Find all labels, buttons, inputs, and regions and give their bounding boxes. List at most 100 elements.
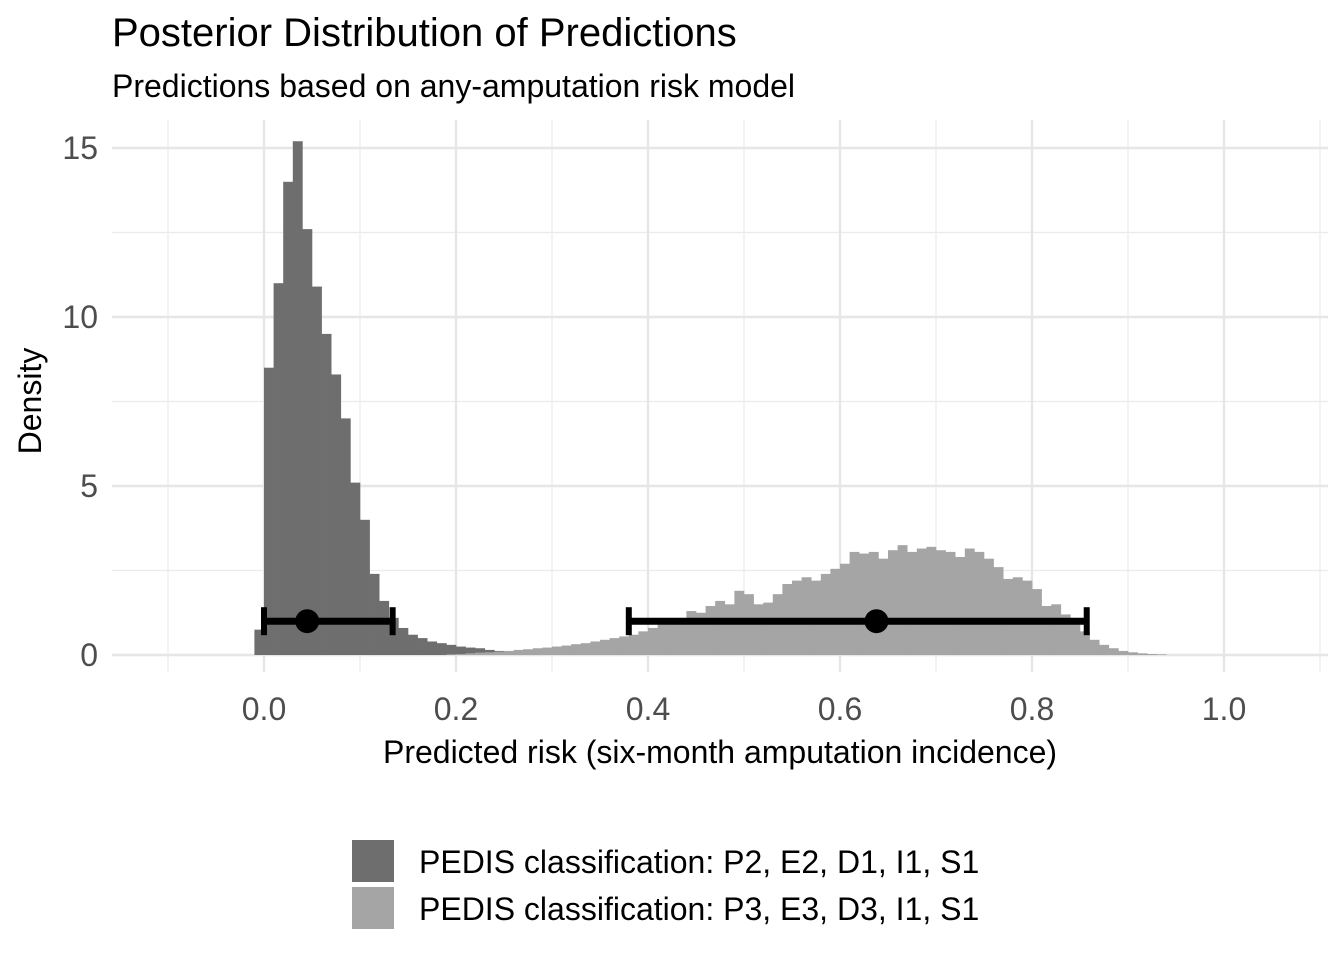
histogram-bar-series-2 [984, 558, 994, 655]
y-axis-title: Density [12, 348, 48, 455]
histogram-bar-series-1 [379, 600, 390, 655]
histogram-bar-series-1 [408, 634, 418, 655]
histogram-bar-series-2 [993, 567, 1004, 655]
histogram-bar-series-2 [552, 646, 562, 655]
histogram-bar-series-2 [1060, 614, 1071, 655]
histogram-bar-series-2 [638, 631, 649, 655]
histogram-bar-series-2 [715, 600, 726, 655]
histogram-bar-series-2 [571, 644, 582, 655]
histogram-bar-series-1 [331, 374, 342, 655]
histogram-bar-series-2 [1089, 639, 1100, 655]
histogram-bar-series-2 [1156, 654, 1167, 655]
histogram-bar-series-2 [619, 636, 630, 655]
histogram-bar-series-2 [849, 551, 860, 655]
histogram-bar-series-2 [686, 611, 697, 655]
histogram-bar-series-2 [628, 634, 639, 655]
y-tick-label: 0 [80, 637, 98, 673]
histogram-bar-series-2 [753, 604, 764, 655]
x-axis-ticks: 0.0 0.2 0.4 0.6 0.8 1.0 [242, 691, 1246, 727]
histogram-bar-series-2 [916, 548, 927, 655]
histogram-bar-series-2 [974, 551, 985, 655]
histogram-bar-series-2 [1099, 644, 1110, 655]
histogram-bar-series-1 [283, 181, 294, 656]
histogram-bar-series-1 [340, 418, 351, 655]
histogram-bar-series-2 [1080, 631, 1090, 655]
histogram-bar-series-1 [360, 519, 370, 655]
histogram-bar-series-2 [1070, 622, 1081, 655]
histogram-bar-series-1 [321, 333, 332, 655]
histogram-bar-series-2 [1118, 650, 1129, 655]
x-tick-label: 0.0 [242, 691, 286, 727]
histogram-bar-series-2 [1108, 648, 1119, 655]
histogram-bar-series-2 [907, 551, 918, 655]
legend-label-series-2: PEDIS classification: P3, E3, D3, I1, S1 [419, 891, 979, 927]
x-tick-label: 0.6 [818, 691, 862, 727]
histogram-bar-series-2 [936, 550, 946, 655]
histogram-bar-series-2 [926, 546, 937, 655]
histogram-bar-series-2 [1041, 605, 1052, 655]
y-tick-label: 15 [62, 130, 98, 166]
histogram-bar-series-2 [465, 653, 476, 655]
histogram-bar-series-2 [801, 577, 812, 655]
x-tick-label: 0.4 [626, 691, 670, 727]
histogram-bar-series-2 [888, 550, 898, 655]
histogram-bar-series-2 [580, 643, 591, 655]
histogram-bar-series-1 [446, 644, 457, 655]
histogram-bar-series-1 [264, 367, 274, 655]
histogram-bar-series-2 [964, 548, 975, 655]
histogram-bar-series-1 [427, 641, 438, 655]
histogram-bar-series-2 [504, 650, 514, 655]
histogram-bar-series-2 [475, 652, 486, 655]
x-tick-label: 0.2 [434, 691, 478, 727]
histogram-bar-series-2 [1128, 652, 1138, 655]
histogram-bars [254, 141, 1167, 656]
histogram-bar-series-2 [955, 556, 966, 655]
histogram-bar-series-2 [820, 573, 831, 655]
histogram-bar-series-1 [254, 629, 265, 655]
histogram-bar-series-2 [1003, 578, 1014, 655]
x-axis-title: Predicted risk (six-month amputation inc… [383, 734, 1057, 770]
histogram-bar-series-2 [1051, 604, 1062, 655]
histogram-bar-series-1 [350, 482, 361, 655]
histogram-bar-series-2 [763, 602, 774, 655]
histogram-bar-series-1 [456, 646, 466, 655]
legend-label-series-1: PEDIS classification: P2, E2, D1, I1, S1 [419, 844, 979, 880]
histogram-bar-series-2 [648, 627, 658, 655]
legend: PEDIS classification: P2, E2, D1, I1, S1… [352, 840, 979, 929]
histogram-bar-series-1 [302, 229, 313, 655]
histogram-bar-series-2 [667, 621, 678, 655]
x-tick-label: 1.0 [1202, 691, 1246, 727]
histogram-bar-series-2 [724, 604, 735, 655]
histogram-bar-series-2 [513, 649, 524, 655]
histogram-bar-series-2 [945, 551, 956, 655]
histogram-bar-series-2 [590, 641, 601, 655]
histogram-bar-series-1 [398, 627, 409, 655]
histogram-bar-series-2 [897, 545, 908, 655]
legend-swatch-series-2 [352, 887, 394, 929]
histogram-bar-series-2 [705, 605, 716, 655]
histogram-bar-series-1 [465, 647, 476, 655]
histogram-bar-series-2 [830, 568, 841, 655]
histogram-bar-series-2 [561, 645, 572, 655]
chart-subtitle: Predictions based on any-amputation risk… [112, 68, 795, 104]
histogram-bar-series-1 [417, 638, 428, 655]
chart-title: Posterior Distribution of Predictions [112, 11, 737, 55]
histogram-bar-series-2 [609, 638, 620, 655]
interval-markers [261, 607, 1090, 636]
y-tick-label: 10 [62, 299, 98, 335]
histogram-bar-series-1 [475, 648, 486, 655]
interval-point-2 [864, 609, 889, 634]
histogram-bar-series-2 [1137, 653, 1148, 655]
y-axis-ticks: 0 5 10 15 [62, 130, 98, 673]
interval-point-1 [295, 609, 320, 634]
histogram-bar-series-2 [676, 619, 687, 655]
histogram-bar-series-2 [484, 652, 495, 655]
histogram-bar-series-2 [494, 651, 505, 655]
histogram-bar-series-2 [859, 553, 870, 655]
histogram-bar-series-2 [696, 612, 706, 655]
x-tick-label: 0.8 [1010, 691, 1054, 727]
histogram-bar-series-2 [532, 648, 543, 655]
histogram-bar-series-2 [523, 649, 534, 655]
histogram-bar-series-2 [456, 653, 466, 655]
